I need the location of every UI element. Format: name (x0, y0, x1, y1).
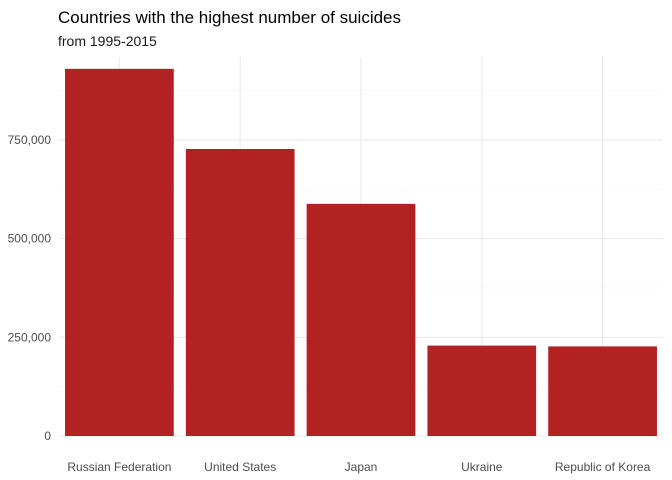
chart-title: Countries with the highest number of sui… (58, 8, 402, 27)
y-tick-label: 0 (44, 429, 51, 443)
bar (306, 203, 416, 436)
bar (548, 346, 657, 436)
y-tick-label: 500,000 (8, 232, 52, 246)
x-tick-label: Ukraine (461, 460, 503, 474)
x-tick-label: Russian Federation (67, 460, 171, 474)
bar (65, 68, 174, 436)
bar (185, 148, 295, 437)
y-tick-label: 750,000 (8, 133, 52, 147)
x-tick-label: Japan (345, 460, 378, 474)
x-tick-label: Republic of Korea (555, 460, 651, 474)
bar (427, 345, 537, 436)
y-tick-label: 250,000 (8, 330, 52, 344)
x-tick-label: United States (204, 460, 276, 474)
chart-subtitle: from 1995-2015 (58, 33, 157, 49)
